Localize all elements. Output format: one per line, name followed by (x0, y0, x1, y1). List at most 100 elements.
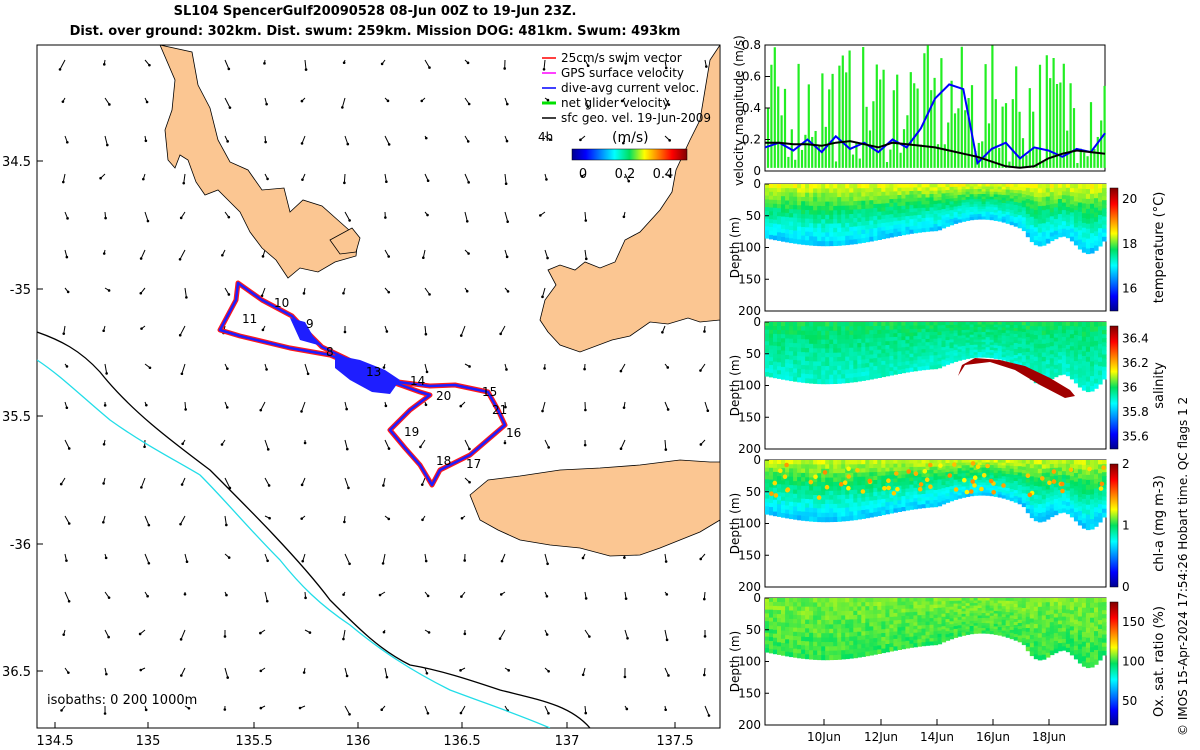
section-cell (849, 477, 854, 483)
section-cell (769, 499, 774, 504)
section-cell (949, 359, 955, 364)
section-cell (1009, 186, 1015, 191)
arrow-head (505, 102, 509, 106)
section-cell (1029, 480, 1035, 486)
section-cell (1037, 344, 1043, 350)
section-cell (1025, 333, 1031, 338)
section-cell (781, 626, 786, 632)
section-cell (977, 201, 983, 205)
section-cell (909, 463, 914, 468)
section-cell (1081, 365, 1087, 372)
arrow-head (345, 674, 349, 678)
section-cell (977, 492, 983, 496)
section-cell (861, 204, 866, 210)
section-cell (1069, 334, 1075, 339)
section-cell (877, 195, 882, 201)
section-cell (1037, 219, 1043, 225)
section-cell (953, 212, 959, 216)
section-cell (769, 345, 774, 350)
section-cell (841, 335, 846, 340)
section-cell (765, 475, 770, 480)
section-cell (893, 598, 898, 603)
section-cell (849, 352, 854, 357)
section-cell (913, 332, 918, 337)
surface-velocity-arrow (700, 363, 706, 371)
section-cell (813, 508, 818, 514)
section-cell (853, 209, 858, 215)
section-cell (969, 184, 975, 188)
section-cell (985, 329, 991, 333)
section-cell (873, 204, 878, 209)
section-cell (993, 322, 999, 326)
section-cell (861, 468, 866, 474)
section-cell (789, 368, 794, 373)
section-cell (897, 336, 902, 341)
section-cell (1017, 343, 1023, 348)
section-cell (1077, 225, 1083, 231)
section-cell (993, 493, 999, 497)
section-cell (857, 510, 862, 516)
section-cell (973, 344, 979, 348)
section-cell (917, 197, 922, 202)
section-cell (853, 226, 858, 232)
section-cell (897, 609, 902, 614)
section-cell (949, 207, 955, 211)
section-cell (801, 610, 806, 616)
section-cell (1090, 341, 1095, 348)
section-cell (1053, 234, 1059, 240)
section-cell (1085, 243, 1091, 250)
arrow-head (668, 174, 672, 178)
section-cell (873, 374, 878, 379)
section-cell (889, 233, 894, 238)
section-cell (897, 206, 902, 211)
section-cell (1094, 212, 1099, 218)
arrow-head (426, 179, 430, 183)
section-cell (1098, 375, 1103, 381)
section-cell (901, 481, 906, 486)
section-cell (793, 322, 798, 327)
section-cell (1057, 367, 1063, 372)
section-cell (1065, 356, 1071, 361)
section-cell (933, 466, 939, 471)
section-cell (1041, 348, 1047, 354)
arrow-head (419, 445, 422, 449)
section-cell (1094, 331, 1099, 337)
section-cell (805, 615, 810, 621)
arrow-head (59, 482, 63, 486)
section-cell (1069, 322, 1075, 327)
section-cell (885, 621, 890, 626)
section-cell (869, 468, 874, 473)
section-cell (905, 336, 910, 341)
section-cell (981, 189, 987, 193)
section-cell (861, 460, 866, 465)
section-cell (1045, 506, 1051, 512)
section-cell (901, 474, 906, 479)
section-cell (1025, 355, 1031, 361)
section-cell (905, 615, 910, 620)
section-cell (801, 184, 806, 189)
section-cell (1057, 184, 1063, 189)
section-cell (853, 619, 858, 625)
velocity-tick-label: 0.2 (742, 133, 761, 147)
arrow-head (267, 484, 271, 487)
section-cell (1069, 480, 1075, 485)
section-cell (1098, 335, 1103, 341)
section-cell (789, 221, 794, 227)
section-cell (1029, 322, 1035, 327)
section-cell (949, 489, 955, 493)
section-cell (809, 326, 814, 332)
section-cell (837, 606, 842, 612)
section-cell (781, 354, 786, 360)
section-cell (1045, 196, 1051, 202)
section-cell (777, 508, 782, 513)
section-cell (909, 205, 914, 210)
section-cell (1045, 497, 1051, 503)
section-cell (873, 650, 878, 655)
chl-a-sample (846, 485, 851, 491)
section-cell (1017, 322, 1023, 326)
section-cell (929, 460, 935, 464)
arrow-head (541, 409, 544, 413)
chl-a-sample (846, 466, 851, 472)
section-cell (965, 186, 971, 190)
section-cell (789, 602, 794, 607)
